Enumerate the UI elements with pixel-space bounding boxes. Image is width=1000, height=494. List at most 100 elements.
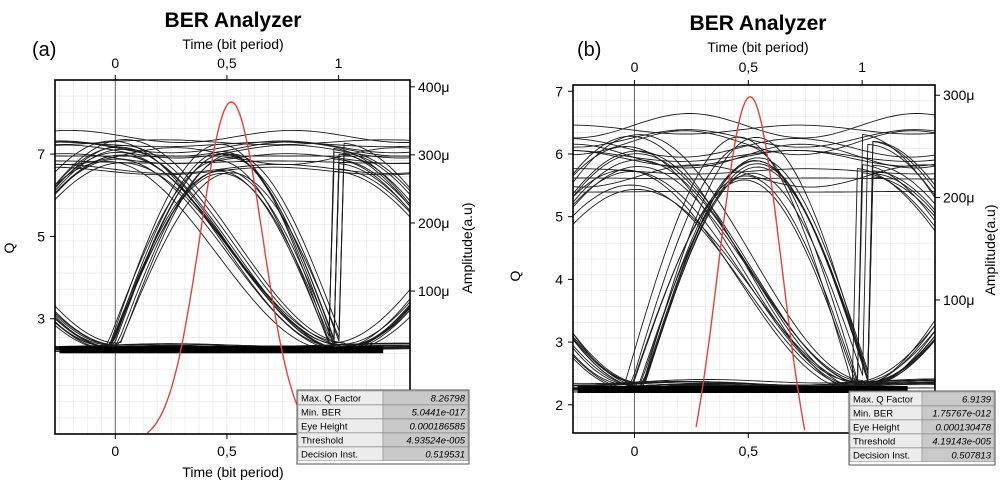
eye-trace	[54, 153, 411, 165]
results-row: Max. Q Factor 6.9139	[849, 391, 995, 406]
amplitude-tick-label: 300μ	[943, 87, 974, 103]
plot-frame	[54, 79, 411, 435]
eye-trace	[572, 143, 936, 387]
eye-trace	[572, 190, 935, 193]
eye-trace	[54, 151, 411, 350]
results-value: 1.75767e-012	[932, 409, 991, 420]
amplitude-tick-label: 200μ	[418, 215, 449, 231]
zero-level-band	[59, 346, 384, 354]
results-label: Max. Q Factor	[853, 395, 913, 406]
results-row: Max. Q Factor 8.26798	[297, 390, 469, 405]
grid-lines	[573, 85, 935, 434]
zero-level-band	[577, 386, 908, 394]
bottom-tick-label: 0,5	[217, 443, 237, 459]
eye-trace	[572, 146, 936, 383]
eye-trace	[572, 134, 936, 385]
eye-trace	[573, 113, 936, 139]
eye-trace	[572, 150, 936, 385]
eye-traces	[54, 129, 411, 354]
q-tick-label: 7	[37, 146, 45, 162]
bottom-tick-label: 0	[111, 443, 119, 459]
results-table: Max. Q Factor 8.26798 Min. BER 5.0441e-0…	[296, 389, 470, 465]
q-axis-label: Q	[507, 270, 523, 281]
top-tick-label: 0,5	[739, 59, 759, 75]
amplitude-axis-label: Amplitude(a.u)	[982, 204, 998, 295]
top-tick-label: 1	[335, 55, 343, 71]
results-value: 0.507813	[951, 451, 991, 462]
eye-trace	[572, 129, 936, 148]
q-tick-label: 7	[555, 83, 563, 99]
q-tick-label: 4	[555, 271, 563, 287]
eye-trace	[572, 172, 936, 389]
top-x-axis-label: Time (bit period)	[707, 39, 808, 55]
results-label: Decision Inst.	[301, 450, 358, 461]
q-factor-curve	[695, 95, 806, 431]
q-tick-label: 2	[555, 397, 563, 413]
results-row: Min. BER 1.75767e-012	[849, 405, 995, 420]
results-label: Decision Inst.	[853, 451, 910, 462]
results-label: Eye Height	[853, 423, 900, 434]
results-label: Min. BER	[853, 409, 893, 420]
results-label: Threshold	[301, 436, 343, 447]
eye-trace	[572, 136, 936, 387]
results-row: Decision Inst. 0.519531	[297, 446, 469, 461]
eye-trace	[55, 342, 411, 348]
eye-trace	[54, 152, 411, 347]
eye-trace	[54, 146, 411, 350]
q-factor-curve	[146, 101, 317, 435]
results-value: 8.26798	[431, 394, 466, 405]
q-tick-label: 3	[555, 334, 563, 350]
eye-trace	[572, 184, 936, 389]
panel-b: (b) BER Analyzer Time (bit period) Q Amp…	[507, 12, 998, 466]
eye-trace	[54, 166, 411, 176]
results-value: 5.0441e-017	[412, 408, 466, 419]
top-tick-label: 1	[858, 59, 866, 75]
results-row: Min. BER 5.0441e-017	[297, 404, 469, 419]
eye-trace	[572, 130, 936, 156]
eye-trace	[54, 129, 410, 143]
eye-trace	[572, 136, 936, 385]
eye-trace	[54, 160, 411, 350]
results-row: Threshold 4.19143e-005	[849, 433, 995, 448]
eye-traces	[572, 113, 936, 394]
amplitude-tick-label: 100μ	[418, 283, 449, 299]
panel-label: (a)	[32, 39, 56, 61]
panel-a: (a) BER Analyzer Time (bit period) Time …	[1, 9, 475, 480]
results-value: 6.9139	[962, 395, 992, 406]
eye-trace	[54, 139, 411, 146]
eye-trace	[572, 177, 935, 180]
results-row: Eye Height 0.000186585	[297, 418, 469, 433]
eye-trace	[572, 135, 936, 390]
eye-trace	[572, 188, 936, 385]
eye-trace	[572, 138, 936, 158]
q-tick-label: 3	[37, 311, 45, 327]
top-tick-label: 0	[631, 59, 639, 75]
eye-trace	[54, 148, 411, 350]
plot-frame	[572, 84, 936, 434]
eye-trace	[54, 151, 411, 345]
amplitude-axis-label: Amplitude(a.u)	[459, 202, 475, 293]
results-row: Threshold 4.93524e-005	[297, 432, 469, 447]
amplitude-tick-label: 100μ	[943, 292, 974, 308]
eye-trace	[572, 133, 936, 390]
eye-trace	[572, 145, 936, 386]
results-table: Max. Q Factor 6.9139 Min. BER 1.75767e-0…	[848, 390, 996, 466]
eye-trace	[54, 153, 411, 346]
amplitude-tick-label: 300μ	[418, 147, 449, 163]
results-label: Threshold	[853, 437, 895, 448]
bottom-tick-label: 0,5	[739, 443, 759, 459]
eye-trace	[572, 157, 936, 384]
results-row: Eye Height 0.000130478	[849, 419, 995, 434]
results-value: 4.93524e-005	[406, 436, 465, 447]
q-curve-line	[695, 95, 806, 431]
eye-trace	[573, 168, 936, 175]
eye-trace	[54, 150, 411, 348]
eye-trace	[54, 158, 411, 346]
amplitude-tick-label: 400μ	[418, 79, 449, 95]
top-tick-label: 0,5	[217, 55, 237, 71]
results-label: Min. BER	[301, 408, 341, 419]
q-tick-label: 6	[555, 146, 563, 162]
q-tick-label: 5	[555, 209, 563, 225]
eye-trace	[572, 149, 936, 167]
eye-trace	[572, 124, 936, 135]
